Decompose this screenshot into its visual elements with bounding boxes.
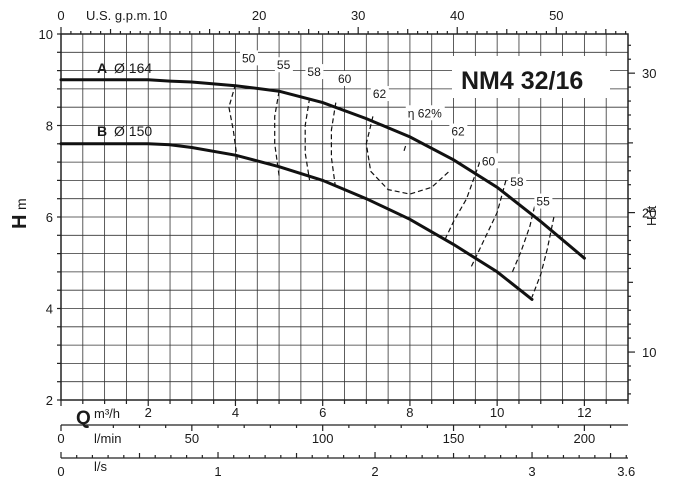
bottom-axis-q-ticks: 2 4 6 8 10 12 xyxy=(60,400,629,420)
efficiency-label: 62 xyxy=(451,125,465,139)
efficiency-label-backing xyxy=(479,153,498,169)
efficiency-line xyxy=(274,91,280,176)
efficiency-line xyxy=(228,84,239,163)
lmin-tick-label: 100 xyxy=(312,431,334,446)
efficiency-label: 58 xyxy=(510,175,524,189)
title-backing xyxy=(452,56,610,98)
x-tick-label: 12 xyxy=(577,405,591,420)
efficiency-label: 55 xyxy=(536,195,550,209)
ls-tick-label: 3 xyxy=(528,464,535,479)
x-tick-label: 2 xyxy=(145,405,152,420)
eta-pointer xyxy=(402,145,407,154)
right-axis-h-ft-ticks: 10 20 30 xyxy=(628,44,656,395)
efficiency-label-backing xyxy=(508,173,527,189)
lmin-tick-label: 0 xyxy=(57,431,64,446)
ls-tick-label: 1 xyxy=(214,464,221,479)
efficiency-label: 62 xyxy=(373,87,387,101)
efficiency-labels: 50 55 58 60 62 η 62% 62 60 58 55 xyxy=(240,50,553,209)
lmin-tick-label: 200 xyxy=(574,431,596,446)
y-axis-symbol: H xyxy=(9,215,31,229)
y-tick-label: 10 xyxy=(39,27,53,42)
left-axis-h-m-ticks: 2 4 6 8 10 xyxy=(39,27,61,408)
efficiency-label-backing xyxy=(449,123,468,139)
efficiency-line xyxy=(470,180,507,268)
efficiency-line xyxy=(511,198,537,273)
gpm-tick-label: 50 xyxy=(549,8,563,23)
x-axis-unit: m³/h xyxy=(94,406,120,421)
efficiency-label: 50 xyxy=(242,51,256,65)
top-axis-gpm-ticks: 0 10 20 30 40 50 xyxy=(57,8,627,34)
gpm-tick-label: 20 xyxy=(252,8,266,23)
efficiency-label-backing xyxy=(335,70,354,86)
ls-tick-label: 0 xyxy=(57,464,64,479)
curve-b-letter: B xyxy=(97,123,107,139)
gpm-tick-label: 30 xyxy=(351,8,365,23)
grid-lines xyxy=(61,34,628,400)
efficiency-line xyxy=(444,161,481,241)
y-tick-label: 8 xyxy=(46,119,53,134)
efficiency-label: η 62% xyxy=(408,106,442,120)
efficiency-label: 58 xyxy=(307,65,321,79)
x-tick-label: 6 xyxy=(319,405,326,420)
efficiency-line xyxy=(531,216,555,298)
efficiency-label: 55 xyxy=(277,58,291,72)
curve-a xyxy=(59,78,586,260)
efficiency-curves xyxy=(228,84,555,298)
chart-title: NM4 32/16 xyxy=(461,67,583,95)
right-axis-label: H ft xyxy=(644,205,659,226)
efficiency-label: 60 xyxy=(338,72,352,86)
lmin-tick-label: 50 xyxy=(185,431,199,446)
efficiency-label-backing xyxy=(370,86,389,102)
ls-axis-label: l/s xyxy=(94,459,108,474)
x-tick-label: 10 xyxy=(490,405,504,420)
x-tick-label: 4 xyxy=(232,405,239,420)
efficiency-label-backing xyxy=(405,105,445,121)
bottom-axis-ls-ticks: 0 1 2 3 3.6 xyxy=(57,452,635,479)
efficiency-line xyxy=(330,102,337,190)
y-tick-label: 2 xyxy=(46,393,53,408)
bottom-axis-lmin-ticks: 0 50 100 150 200 xyxy=(57,425,612,446)
ft-tick-label: 10 xyxy=(642,345,656,360)
curve-b xyxy=(59,142,534,301)
lmin-axis-label: l/min xyxy=(94,431,121,446)
efficiency-label: 60 xyxy=(482,154,496,168)
lmin-tick-label: 150 xyxy=(443,431,465,446)
y-tick-label: 4 xyxy=(46,302,53,317)
efficiency-label-backing xyxy=(274,57,293,73)
ft-tick-label: 20 xyxy=(642,206,656,221)
ls-tick-label: 3.6 xyxy=(617,464,635,479)
efficiency-line xyxy=(365,116,450,195)
curve-a-letter: A xyxy=(97,60,107,76)
efficiency-label-backing xyxy=(240,50,259,66)
efficiency-label-backing xyxy=(305,64,324,80)
ls-tick-label: 2 xyxy=(371,464,378,479)
y-axis-unit: m xyxy=(13,198,29,210)
curve-a-diameter: Ø 164 xyxy=(114,60,152,76)
y-tick-label: 6 xyxy=(46,210,53,225)
gpm-tick-label: 10 xyxy=(153,8,167,23)
gpm-tick-label: 0 xyxy=(57,8,64,23)
pump-curves xyxy=(59,78,586,301)
curve-b-diameter: Ø 150 xyxy=(114,123,152,139)
top-axis-gpm-label: U.S. g.p.m. xyxy=(86,8,151,23)
ft-tick-label: 30 xyxy=(642,66,656,81)
efficiency-label-backing xyxy=(534,193,553,209)
x-axis-symbol: Q xyxy=(76,408,91,429)
efficiency-line xyxy=(304,98,311,181)
x-tick-label: 8 xyxy=(406,405,413,420)
gpm-tick-label: 40 xyxy=(450,8,464,23)
